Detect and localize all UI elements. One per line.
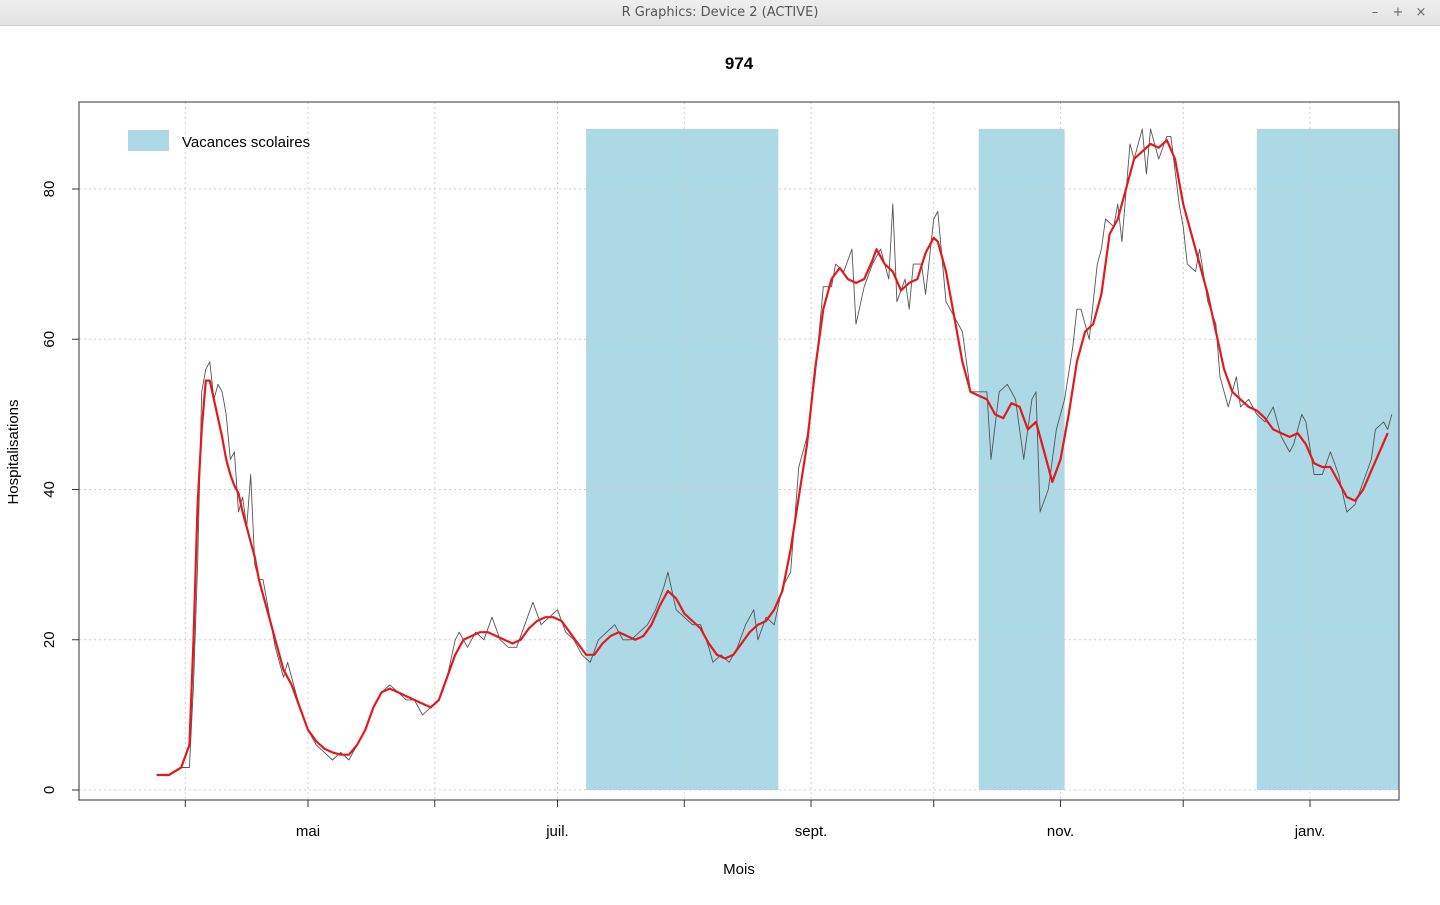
x-tick-label: mai: [296, 823, 320, 840]
x-axis-label: Mois: [723, 861, 755, 878]
series-lines: [156, 128, 1393, 777]
grid-lines: [79, 102, 1399, 800]
y-tick-label: 0: [41, 786, 58, 794]
window-title: R Graphics: Device 2 (ACTIVE): [621, 5, 819, 20]
legend: Vacances scolaires: [128, 130, 310, 151]
x-tick-label: janv.: [1294, 823, 1326, 840]
x-tick-label: sept.: [795, 823, 828, 840]
holiday-bands: [586, 128, 1399, 790]
y-tick-label: 80: [41, 181, 58, 198]
plot-area: mai juil. sept. nov. janv. 0 20 40 60 80 974 Mois…: [0, 26, 1440, 900]
daily-series-line: [156, 128, 1393, 776]
maximize-button[interactable]: +: [1392, 5, 1404, 20]
smoothed-series-line: [156, 139, 1389, 777]
holiday-band: [978, 128, 1065, 790]
line-chart: mai juil. sept. nov. janv. 0 20 40 60 80 974 Mois…: [5, 54, 1400, 878]
legend-label: Vacances scolaires: [182, 134, 310, 151]
holiday-band: [586, 128, 779, 790]
y-tick-label: 40: [41, 481, 58, 498]
y-tick-label: 20: [41, 631, 58, 648]
close-button[interactable]: ×: [1415, 5, 1427, 20]
y-axis-label: Hospitalisations: [5, 399, 22, 504]
x-tick-label: juil.: [545, 823, 569, 840]
axes: mai juil. sept. nov. janv. 0 20 40 60 80: [41, 181, 1325, 840]
minimize-button[interactable]: –: [1371, 5, 1379, 20]
window-titlebar: R Graphics: Device 2 (ACTIVE) – + ×: [0, 0, 1440, 26]
plot-frame: [78, 101, 1400, 801]
legend-swatch: [128, 130, 169, 151]
y-tick-label: 60: [41, 331, 58, 348]
x-tick-label: nov.: [1047, 823, 1074, 840]
chart-title: 974: [725, 54, 754, 73]
